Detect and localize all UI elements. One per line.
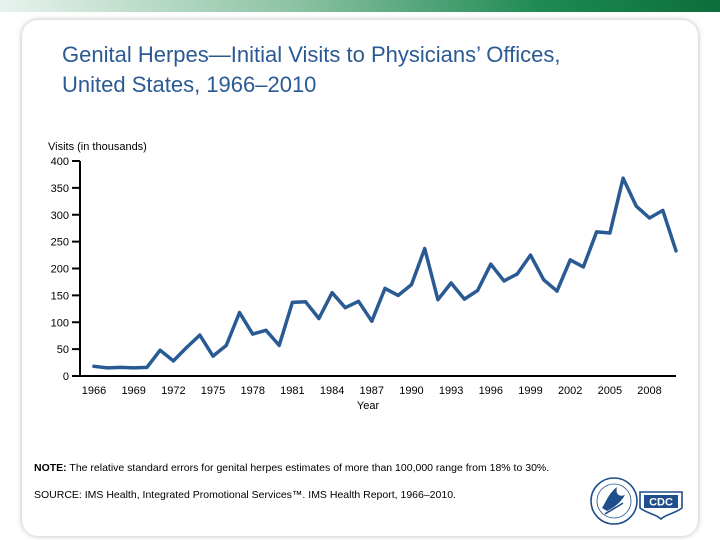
- data-point: [224, 343, 228, 347]
- data-point: [198, 333, 202, 337]
- data-point: [647, 216, 652, 220]
- y-tick-label: 150: [51, 290, 69, 302]
- data-point: [356, 299, 361, 303]
- agency-logos: CDC: [590, 477, 683, 525]
- data-points: [92, 176, 678, 370]
- x-tick-label: 1999: [518, 385, 542, 397]
- y-tick-label: 200: [51, 264, 69, 276]
- data-point: [634, 204, 638, 208]
- x-axis-label: Year: [357, 400, 380, 412]
- data-point: [436, 298, 440, 302]
- y-axis-label: Visits (in thousands): [48, 141, 147, 153]
- data-point: [370, 319, 374, 323]
- y-tick-label: 100: [51, 317, 69, 329]
- data-point: [343, 306, 347, 310]
- data-point: [396, 293, 400, 297]
- slide-panel: [22, 20, 698, 536]
- x-tick-label: 2008: [637, 385, 661, 397]
- cdc-logo-text: CDC: [649, 497, 673, 509]
- data-point: [118, 365, 123, 369]
- data-point: [290, 300, 295, 304]
- data-point: [449, 281, 453, 285]
- x-tick-label: 1990: [399, 385, 423, 397]
- data-point: [581, 265, 586, 269]
- data-point: [92, 364, 96, 368]
- y-tick-label: 300: [51, 210, 69, 222]
- x-tick-label: 1972: [161, 385, 185, 397]
- data-point: [661, 208, 665, 213]
- x-tick-label: 1966: [82, 385, 106, 397]
- data-point: [132, 366, 136, 370]
- series-line-initial-visits: [92, 176, 678, 370]
- x-tick-label: 2002: [558, 385, 582, 397]
- note: NOTE: The relative standard errors for g…: [34, 462, 549, 474]
- slide-title: Genital Herpes—Initial Visits to Physici…: [62, 40, 682, 100]
- x-tick-label: 1993: [439, 385, 463, 397]
- data-point: [423, 247, 427, 251]
- x-tick-label: 1975: [201, 385, 225, 397]
- x-tick-label: 1978: [240, 385, 264, 397]
- data-point: [383, 286, 387, 290]
- data-point: [621, 176, 625, 180]
- data-point: [528, 253, 533, 257]
- x-tick-label: 2005: [598, 385, 622, 397]
- data-point: [555, 289, 559, 293]
- data-point: [542, 278, 546, 282]
- cdc-logo-icon: CDC: [639, 491, 683, 521]
- data-point: [515, 272, 519, 276]
- data-point: [595, 230, 599, 234]
- data-point: [608, 231, 612, 235]
- y-tick-label: 250: [51, 237, 69, 249]
- data-point: [304, 300, 308, 304]
- y-tick-label: 50: [57, 344, 69, 356]
- data-point: [171, 359, 175, 363]
- source: SOURCE: IMS Health, Integrated Promotion…: [34, 489, 456, 501]
- y-tick-label: 0: [63, 371, 69, 383]
- data-point: [568, 258, 572, 262]
- data-point: [211, 354, 215, 358]
- x-tick-label: 1987: [360, 385, 384, 397]
- y-tick-label: 400: [51, 156, 69, 168]
- x-tick-label: 1969: [121, 385, 145, 397]
- data-point: [158, 348, 162, 352]
- x-tick-label: 1981: [280, 385, 304, 397]
- data-point: [184, 345, 189, 350]
- note-label: NOTE:: [34, 462, 67, 474]
- data-point: [674, 249, 678, 253]
- title-line-1: Genital Herpes—Initial Visits to Physici…: [62, 42, 561, 67]
- x-tick-label: 1984: [320, 385, 344, 397]
- top-band: [0, 0, 720, 12]
- data-point: [330, 291, 334, 295]
- hhs-eagle-logo-icon: [590, 477, 638, 525]
- data-point: [462, 297, 466, 301]
- data-point: [317, 316, 321, 321]
- data-point: [409, 283, 414, 287]
- x-tick-label: 1996: [479, 385, 503, 397]
- data-point: [277, 343, 281, 347]
- x-ticks: 1966 1969 1972 1975 1978 1981 1984 1987 1990 1993…: [82, 385, 662, 397]
- note-text: The relative standard errors for genital…: [66, 462, 550, 474]
- data-point: [502, 279, 506, 283]
- y-ticks: 0 50 100 150 200 250 300 350 400: [51, 156, 80, 383]
- data-point: [251, 332, 255, 336]
- title-line-2: United States, 1966–2010: [62, 72, 317, 97]
- data-point: [264, 328, 268, 332]
- data-point: [489, 262, 493, 266]
- data-point: [105, 366, 109, 370]
- data-point: [237, 310, 242, 315]
- y-tick-label: 350: [51, 183, 69, 195]
- data-point: [145, 365, 149, 369]
- data-point: [475, 288, 480, 293]
